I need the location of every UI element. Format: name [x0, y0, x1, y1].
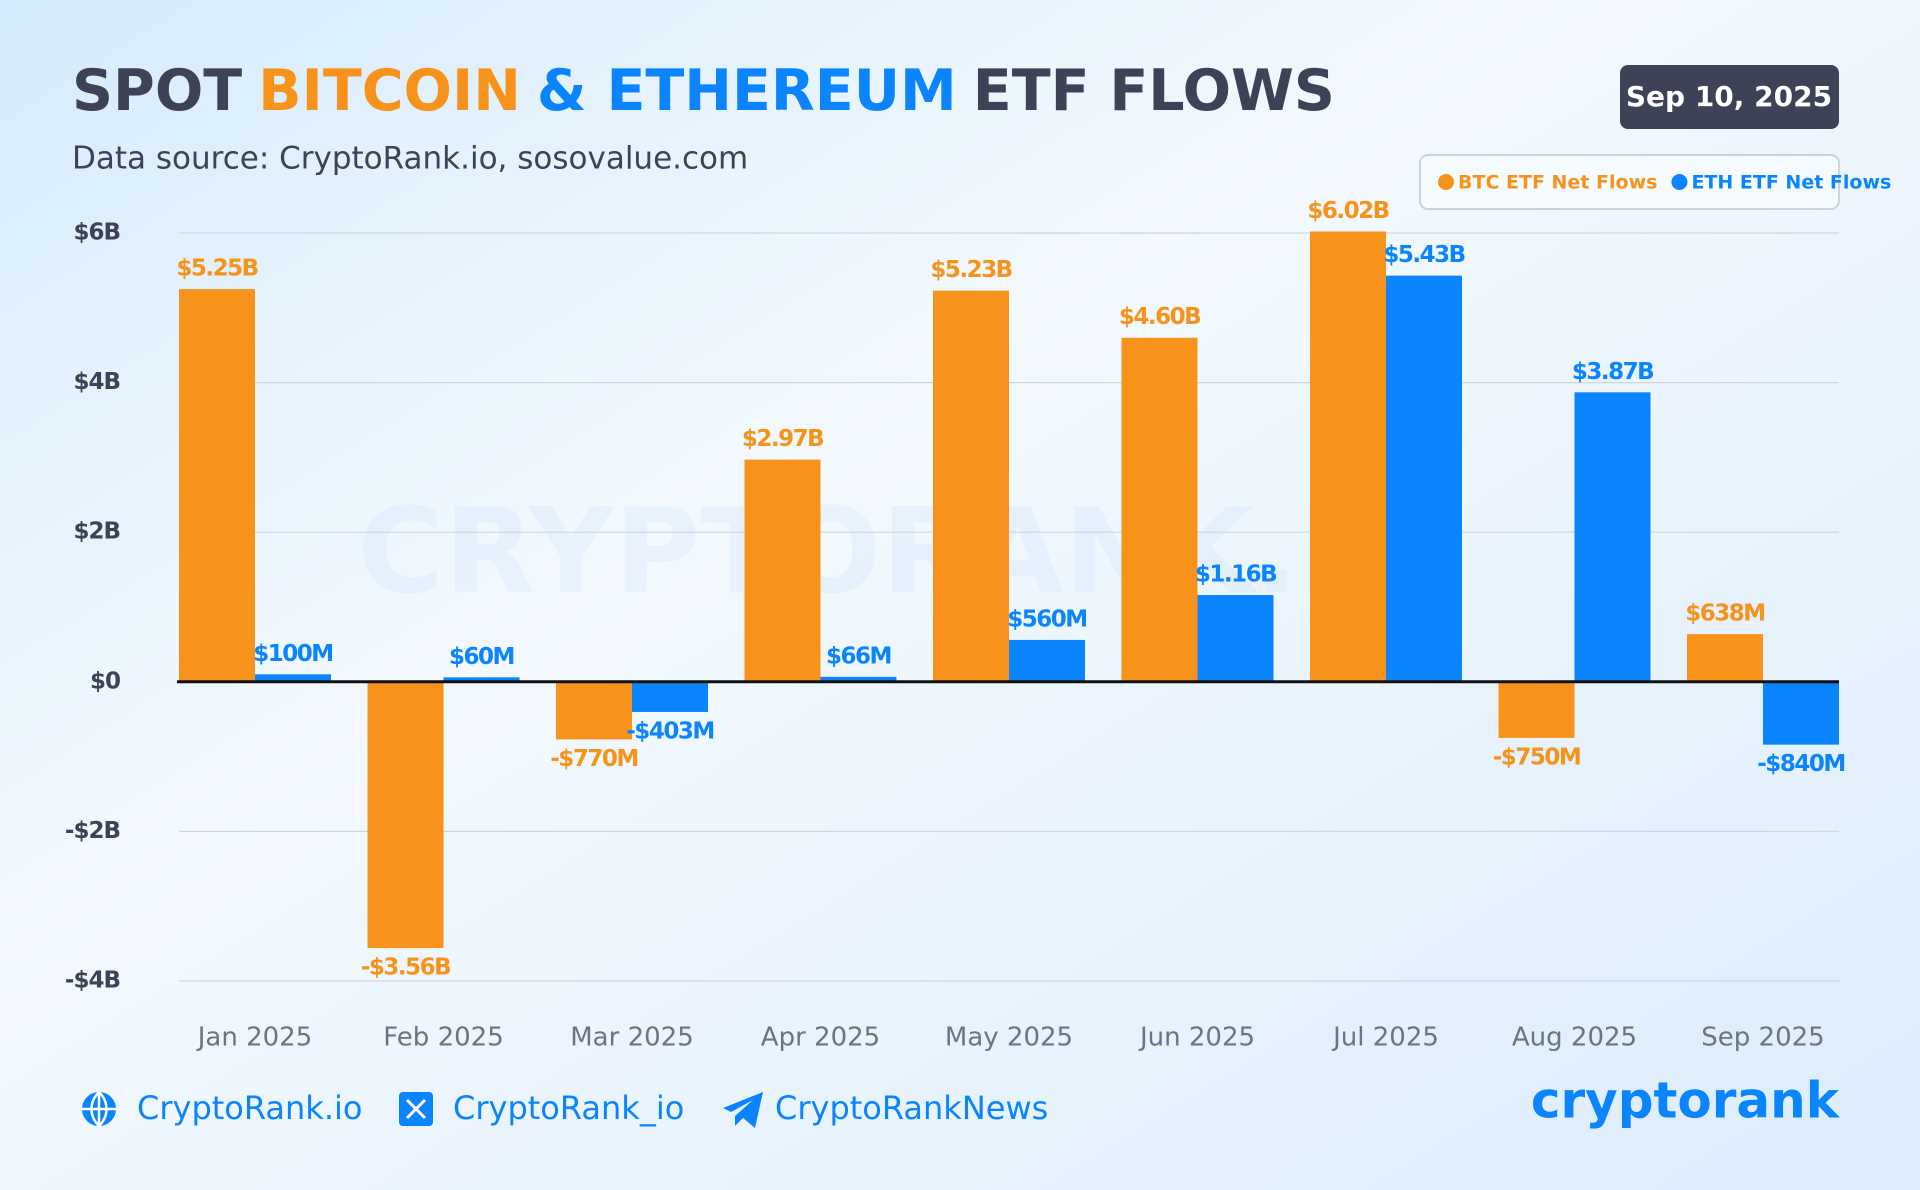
bar	[255, 674, 331, 682]
value-label: $60M	[449, 644, 514, 670]
subtitle: Data source: CryptoRank.io, sosovalue.co…	[72, 141, 748, 177]
value-label: $2.97B	[742, 426, 823, 452]
footer-link[interactable]: CryptoRank.io	[137, 1089, 362, 1127]
x-glyph	[405, 1098, 427, 1120]
legend	[1419, 154, 1840, 210]
x-tick-label: Apr 2025	[761, 1023, 880, 1053]
value-label: $66M	[826, 643, 891, 669]
value-label: -$750M	[1493, 744, 1580, 770]
value-label: $1.16B	[1195, 562, 1276, 588]
bar	[1574, 392, 1651, 682]
x-tick-label: Mar 2025	[570, 1023, 694, 1053]
value-label: $5.23B	[930, 257, 1011, 283]
footer-link[interactable]: CryptoRankNews	[775, 1089, 1048, 1127]
y-tick-label: $2B	[73, 519, 120, 545]
date-box	[1620, 65, 1839, 129]
bar	[933, 290, 1009, 682]
value-label: $5.25B	[176, 256, 257, 282]
bar	[1121, 337, 1198, 682]
bar	[744, 459, 821, 682]
y-tick-label: $4B	[73, 369, 120, 395]
value-label: $5.43B	[1383, 242, 1464, 268]
footer: CryptoRank.io CryptoRank_io CryptoRankNe…	[82, 1072, 1841, 1130]
bar	[1197, 595, 1274, 682]
bar	[367, 681, 444, 949]
bar	[1498, 681, 1575, 738]
value-label: $638M	[1685, 601, 1764, 627]
value-label: $100M	[253, 641, 332, 667]
bar	[1687, 634, 1763, 682]
y-tick-label: -$2B	[65, 818, 120, 844]
y-tick-label: -$4B	[65, 968, 120, 994]
bar	[1009, 639, 1085, 682]
legend-swatch	[1438, 174, 1454, 190]
value-label: -$770M	[550, 746, 637, 772]
bar	[820, 676, 897, 682]
x-tick-label: Jan 2025	[196, 1023, 313, 1053]
y-tick-label: $6B	[73, 220, 120, 246]
value-label: $4.60B	[1119, 304, 1200, 330]
legend-label: ETH ETF Net Flows	[1691, 172, 1891, 194]
bar	[1310, 231, 1386, 682]
value-label: $560M	[1007, 606, 1086, 632]
x-tick-label: Aug 2025	[1512, 1023, 1637, 1053]
y-tick-label: $0	[90, 668, 120, 694]
bar	[179, 289, 255, 682]
bar	[632, 681, 708, 712]
title-part: ETF FLOWS	[973, 58, 1335, 124]
date: Sep 10, 2025	[1626, 80, 1832, 113]
globe-lines	[82, 1091, 116, 1127]
x-tick-label: Sep 2025	[1701, 1023, 1824, 1053]
bar	[443, 677, 520, 682]
value-label: $6.02B	[1307, 198, 1388, 224]
bar	[1763, 681, 1839, 745]
title-part: & ETHEREUM	[537, 58, 957, 124]
legend-swatch	[1671, 174, 1688, 190]
legend-label: BTC ETF Net Flows	[1458, 172, 1657, 194]
chart-title: SPOT BITCOIN & ETHEREUM ETF FLOWS	[72, 58, 1335, 124]
footer-link[interactable]: CryptoRank_io	[453, 1089, 684, 1127]
bar	[556, 681, 632, 740]
logo: cryptorank	[1531, 1072, 1841, 1130]
value-label: -$3.56B	[361, 955, 450, 981]
value-label: -$840M	[1757, 751, 1844, 777]
title-part: SPOT	[72, 58, 242, 124]
value-label: $3.87B	[1572, 359, 1653, 385]
watermark: CRYPTORANK.IO	[357, 482, 1442, 620]
x-tick-label: Jul 2025	[1331, 1023, 1439, 1053]
x-tick-label: Feb 2025	[383, 1023, 503, 1053]
x-tick-label: May 2025	[945, 1023, 1073, 1053]
x-tick-label: Jun 2025	[1138, 1023, 1255, 1053]
title-part: BITCOIN	[258, 58, 521, 124]
telegram-icon	[723, 1092, 763, 1128]
bar	[1386, 275, 1462, 682]
value-label: -$403M	[626, 718, 713, 744]
